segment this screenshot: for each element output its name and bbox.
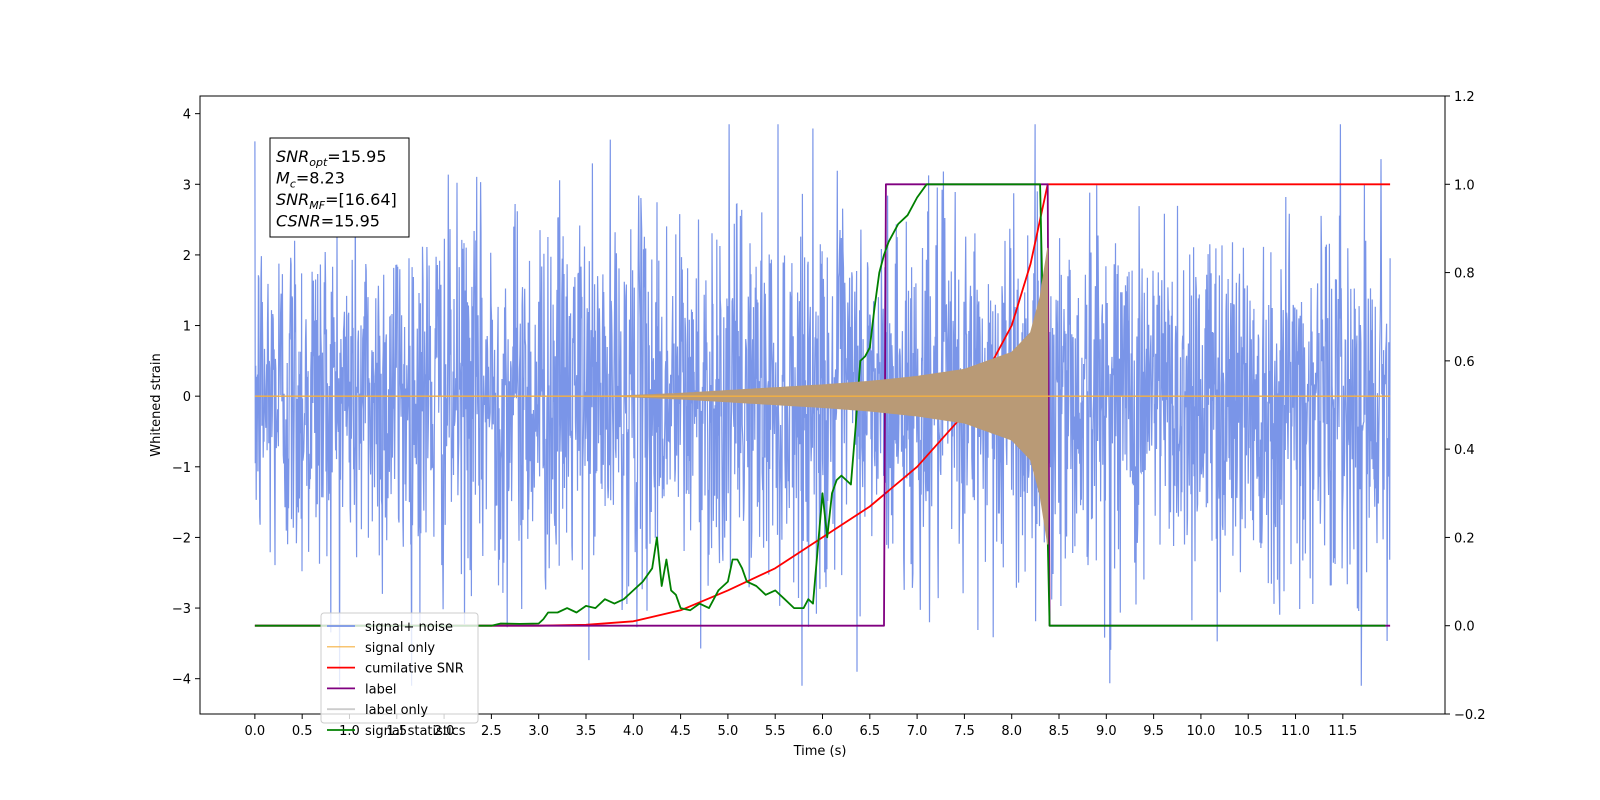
x-tick-label: 1.5 bbox=[386, 724, 407, 739]
x-tick-label: 1.0 bbox=[339, 724, 360, 739]
legend-label: cumilative SNR bbox=[365, 662, 464, 677]
legend-frame bbox=[320, 612, 479, 724]
x-tick-label: 7.5 bbox=[954, 724, 975, 739]
x-tick-label: 3.5 bbox=[576, 724, 597, 739]
x-tick-label: 7.0 bbox=[907, 724, 928, 739]
signal-only-layer bbox=[254, 247, 1391, 545]
x-tick-label: 0.5 bbox=[292, 724, 313, 739]
x-tick-label: 10.0 bbox=[1186, 724, 1215, 739]
annotation-line: SNRopt=15.95 bbox=[276, 147, 387, 169]
y-tick-label-left: −4 bbox=[172, 673, 191, 688]
x-axis: 0.0 0.5 1.0 1.5 2.0 2.5 3.0 3.5 4.0 4.5 5.0 5.5 6.0 6… bbox=[245, 714, 1357, 739]
legend-label: signal+ noise bbox=[365, 620, 453, 635]
y-tick-label-right: −0.2 bbox=[1454, 708, 1486, 723]
y-tick-label-left: −2 bbox=[172, 531, 191, 546]
x-tick-label: 4.0 bbox=[623, 724, 644, 739]
right-axis-lines-layer bbox=[254, 183, 1391, 627]
x-tick-label: 6.0 bbox=[812, 724, 833, 739]
x-tick-label: 8.0 bbox=[1001, 724, 1022, 739]
legend-label: label bbox=[365, 682, 396, 697]
x-tick-label: 9.0 bbox=[1096, 724, 1117, 739]
annotation-box: SNRopt=15.95Mc=8.23SNRMF=[16.64]CSNR=15.… bbox=[269, 137, 410, 238]
annotation-line: CSNR=15.95 bbox=[276, 212, 380, 231]
plot-area bbox=[254, 124, 1391, 686]
x-tick-label: 11.0 bbox=[1281, 724, 1310, 739]
y-axis-left: −4 −3 −2 −1 0 1 2 3 4 bbox=[172, 108, 200, 688]
y-tick-label-left: 0 bbox=[183, 390, 191, 405]
y-tick-label-right: 0.6 bbox=[1454, 355, 1475, 370]
x-tick-label: 2.5 bbox=[481, 724, 502, 739]
legend-label: signal only bbox=[365, 641, 435, 656]
x-tick-label: 6.5 bbox=[859, 724, 880, 739]
x-tick-label: 0.0 bbox=[245, 724, 266, 739]
x-tick-label: 8.5 bbox=[1049, 724, 1070, 739]
y-tick-label-left: 2 bbox=[183, 249, 191, 264]
signal-statistics-line bbox=[254, 183, 1386, 627]
cumilative-snr-line bbox=[254, 183, 1391, 627]
y-tick-label-left: 3 bbox=[183, 178, 191, 193]
x-tick-label: 4.5 bbox=[670, 724, 691, 739]
signal-plus-noise-line bbox=[254, 124, 1391, 686]
y-tick-label-left: −3 bbox=[172, 602, 191, 617]
y-tick-label-left: 4 bbox=[183, 108, 191, 123]
annotation-line: Mc=8.23 bbox=[276, 169, 345, 191]
y-axis-right: −0.2 0.0 0.2 0.4 0.6 0.8 1.0 1.2 bbox=[1445, 90, 1486, 723]
y-tick-label-left: −1 bbox=[172, 461, 191, 476]
y-tick-label-left: 1 bbox=[183, 320, 191, 335]
y-tick-label-right: 0.2 bbox=[1454, 531, 1475, 546]
legend-label: label only bbox=[365, 703, 428, 718]
x-tick-label: 10.5 bbox=[1234, 724, 1263, 739]
y-tick-label-right: 1.2 bbox=[1454, 90, 1475, 105]
x-tick-label: 2.0 bbox=[434, 724, 455, 739]
signal-plus-noise-layer bbox=[254, 124, 1391, 686]
y-tick-label-right: 1.0 bbox=[1454, 178, 1475, 193]
annotation-line: SNRMF=[16.64] bbox=[276, 190, 397, 212]
y-axis-label: Whitened strain bbox=[149, 353, 164, 456]
x-tick-label: 5.5 bbox=[765, 724, 786, 739]
x-axis-label: Time (s) bbox=[793, 744, 847, 759]
x-tick-label: 3.0 bbox=[528, 724, 549, 739]
legend-label: signal statistics bbox=[365, 724, 466, 739]
x-tick-label: 9.5 bbox=[1143, 724, 1164, 739]
y-tick-label-right: 0.0 bbox=[1454, 620, 1475, 635]
y-tick-label-right: 0.4 bbox=[1454, 443, 1475, 458]
y-tick-label-right: 0.8 bbox=[1454, 267, 1475, 282]
x-tick-label: 11.5 bbox=[1328, 724, 1357, 739]
x-tick-label: 5.0 bbox=[718, 724, 739, 739]
annotation-frame bbox=[269, 137, 410, 238]
legend: signal+ noise signal only cumilative SNR la… bbox=[320, 612, 479, 739]
